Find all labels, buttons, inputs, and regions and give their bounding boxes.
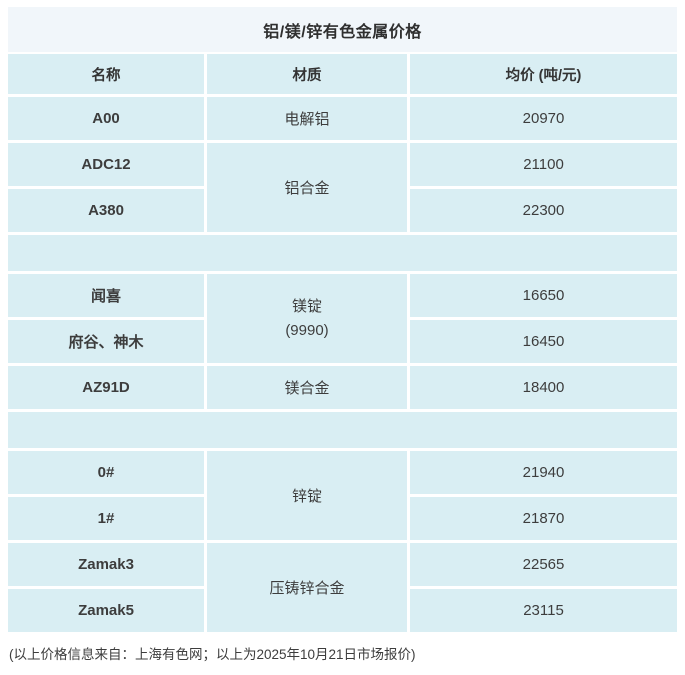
table-row-zamak3: Zamak3 压铸锌合金 22565 [8, 543, 677, 632]
price-cell: 21870 [410, 497, 677, 540]
name-cell: 1# [8, 497, 204, 540]
name-cell: 0# [8, 451, 204, 494]
table-row-fugu-shenmu: 府谷、神木 16450 [8, 320, 677, 363]
price-cell: 22565 [410, 543, 677, 586]
table-row-0hash: 0# 锌锭 21940 [8, 451, 677, 540]
material-cell: 镁合金 [207, 366, 407, 409]
material-cell: 电解铝 [207, 97, 407, 140]
page-title: 铝/镁/锌有色金属价格 [8, 7, 677, 52]
price-table: 名称 材质 均价 (吨/元) A00 电解铝 20970 ADC12 铝合金 2… [5, 51, 680, 635]
table-header-row: 名称 材质 均价 (吨/元) [8, 54, 677, 94]
price-cell: 21940 [410, 451, 677, 494]
table-row-wenxi: 闻喜 镁锭 (9990) 16650 [8, 274, 677, 363]
price-cell: 20970 [410, 97, 677, 140]
name-cell: Zamak5 [8, 589, 204, 632]
footer-note: (以上价格信息来自：上海有色网；以上为2025年10月21日市场报价) [9, 647, 416, 662]
table-row-az91d: AZ91D 镁合金 18400 [8, 366, 677, 409]
table-row-adc12: ADC12 铝合金 21100 [8, 143, 677, 232]
name-cell: ADC12 [8, 143, 204, 186]
material-cell-merged: 铝合金 [207, 143, 407, 232]
price-cell: 23115 [410, 589, 677, 632]
name-cell: 府谷、神木 [8, 320, 204, 363]
table-row-1hash: 1# 21870 [8, 497, 677, 540]
material-line-1: 镁锭 [291, 298, 322, 316]
name-cell: A380 [8, 189, 204, 232]
section-spacer-row [8, 235, 677, 271]
table-row-zamak5: Zamak5 23115 [8, 589, 677, 632]
price-cell: 18400 [410, 366, 677, 409]
col-header-material: 材质 [207, 54, 407, 94]
material-cell-merged: 压铸锌合金 [207, 543, 407, 632]
price-cell: 16450 [410, 320, 677, 363]
col-header-price: 均价 (吨/元) [410, 54, 677, 94]
material-line-2: (9990) [285, 321, 329, 339]
section-spacer [8, 412, 677, 448]
name-cell: Zamak3 [8, 543, 204, 586]
table-row-a00: A00 电解铝 20970 [8, 97, 677, 140]
price-cell: 22300 [410, 189, 677, 232]
material-cell-merged: 镁锭 (9990) [207, 274, 407, 363]
price-cell: 21100 [410, 143, 677, 186]
name-cell: A00 [8, 97, 204, 140]
name-cell: AZ91D [8, 366, 204, 409]
section-spacer [8, 235, 677, 271]
table-row-a380: A380 22300 [8, 189, 677, 232]
price-cell: 16650 [410, 274, 677, 317]
col-header-name: 名称 [8, 54, 204, 94]
material-cell-merged: 锌锭 [207, 451, 407, 540]
section-spacer-row [8, 412, 677, 448]
name-cell: 闻喜 [8, 274, 204, 317]
